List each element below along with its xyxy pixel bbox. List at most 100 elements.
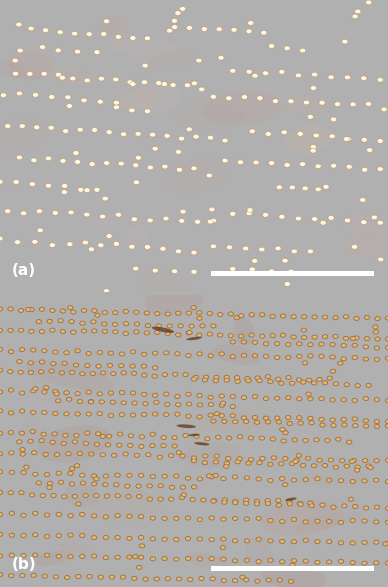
Ellipse shape xyxy=(45,183,52,188)
Ellipse shape xyxy=(281,333,286,337)
Ellipse shape xyxy=(183,433,188,437)
Ellipse shape xyxy=(260,457,265,461)
Ellipse shape xyxy=(255,500,258,502)
Ellipse shape xyxy=(373,330,379,334)
Ellipse shape xyxy=(194,220,201,224)
Ellipse shape xyxy=(0,572,3,576)
Ellipse shape xyxy=(99,576,102,578)
Ellipse shape xyxy=(151,538,154,540)
Ellipse shape xyxy=(33,241,36,242)
Ellipse shape xyxy=(232,420,238,424)
Ellipse shape xyxy=(179,325,182,327)
Ellipse shape xyxy=(175,558,178,560)
Ellipse shape xyxy=(201,27,208,32)
Ellipse shape xyxy=(133,330,139,334)
Ellipse shape xyxy=(353,344,356,346)
Ellipse shape xyxy=(198,317,201,319)
Ellipse shape xyxy=(386,346,388,349)
Ellipse shape xyxy=(342,208,388,241)
Ellipse shape xyxy=(261,335,264,338)
Ellipse shape xyxy=(178,218,185,223)
Ellipse shape xyxy=(18,360,21,363)
Ellipse shape xyxy=(95,494,98,497)
Ellipse shape xyxy=(45,474,48,475)
Ellipse shape xyxy=(163,475,166,477)
Ellipse shape xyxy=(116,514,119,517)
Ellipse shape xyxy=(146,312,148,314)
Ellipse shape xyxy=(328,561,331,563)
Ellipse shape xyxy=(220,395,223,397)
Ellipse shape xyxy=(147,165,154,170)
Ellipse shape xyxy=(191,250,197,255)
Ellipse shape xyxy=(20,432,23,434)
Ellipse shape xyxy=(80,554,85,558)
Ellipse shape xyxy=(298,397,301,400)
Ellipse shape xyxy=(85,79,88,80)
Ellipse shape xyxy=(248,457,254,461)
Ellipse shape xyxy=(279,559,285,564)
Ellipse shape xyxy=(62,495,67,499)
Ellipse shape xyxy=(260,334,265,338)
Ellipse shape xyxy=(197,477,203,481)
Ellipse shape xyxy=(92,127,98,132)
Ellipse shape xyxy=(59,371,64,375)
Ellipse shape xyxy=(161,248,164,249)
Ellipse shape xyxy=(363,520,366,522)
Ellipse shape xyxy=(320,503,325,507)
Ellipse shape xyxy=(345,383,348,386)
Ellipse shape xyxy=(187,355,190,357)
Ellipse shape xyxy=(222,558,225,560)
Ellipse shape xyxy=(32,159,35,160)
Ellipse shape xyxy=(103,323,106,325)
Ellipse shape xyxy=(271,335,274,337)
Ellipse shape xyxy=(236,380,239,383)
Ellipse shape xyxy=(112,373,115,375)
Ellipse shape xyxy=(172,26,175,28)
Ellipse shape xyxy=(99,76,105,81)
Ellipse shape xyxy=(322,463,327,467)
Ellipse shape xyxy=(49,243,55,248)
Ellipse shape xyxy=(175,311,181,315)
Ellipse shape xyxy=(256,502,258,505)
Ellipse shape xyxy=(57,555,60,558)
Ellipse shape xyxy=(386,357,388,359)
Ellipse shape xyxy=(162,164,168,169)
Ellipse shape xyxy=(154,400,159,404)
Ellipse shape xyxy=(140,515,142,518)
Ellipse shape xyxy=(16,155,23,160)
Ellipse shape xyxy=(132,218,135,220)
Ellipse shape xyxy=(142,365,146,367)
Ellipse shape xyxy=(88,575,91,578)
Ellipse shape xyxy=(386,521,388,524)
Ellipse shape xyxy=(136,133,139,134)
Ellipse shape xyxy=(147,454,150,456)
Ellipse shape xyxy=(171,25,178,29)
Ellipse shape xyxy=(148,166,151,168)
Ellipse shape xyxy=(318,459,321,461)
Ellipse shape xyxy=(192,378,196,380)
Ellipse shape xyxy=(19,431,24,435)
Ellipse shape xyxy=(320,423,325,427)
Ellipse shape xyxy=(21,211,27,215)
Ellipse shape xyxy=(131,83,133,85)
Ellipse shape xyxy=(241,416,247,420)
Ellipse shape xyxy=(69,370,75,375)
Ellipse shape xyxy=(208,312,211,315)
Ellipse shape xyxy=(155,578,158,580)
Ellipse shape xyxy=(78,129,81,130)
Ellipse shape xyxy=(71,371,74,373)
Ellipse shape xyxy=(274,396,280,400)
Ellipse shape xyxy=(353,356,356,359)
Ellipse shape xyxy=(96,314,99,316)
Ellipse shape xyxy=(22,422,47,438)
Ellipse shape xyxy=(88,400,94,404)
Ellipse shape xyxy=(297,131,303,136)
Ellipse shape xyxy=(340,458,345,463)
Ellipse shape xyxy=(263,214,266,215)
Ellipse shape xyxy=(311,381,317,385)
Ellipse shape xyxy=(130,350,136,354)
Ellipse shape xyxy=(32,349,35,351)
Ellipse shape xyxy=(351,562,354,564)
Ellipse shape xyxy=(223,499,226,501)
Ellipse shape xyxy=(186,337,202,340)
